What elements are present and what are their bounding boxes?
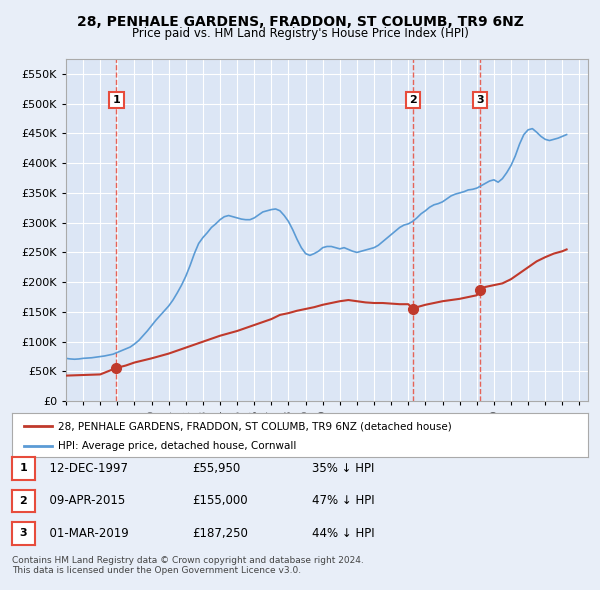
Text: 1: 1 bbox=[113, 95, 121, 105]
Text: 01-MAR-2019: 01-MAR-2019 bbox=[42, 527, 129, 540]
Text: 2: 2 bbox=[20, 496, 27, 506]
Text: HPI: Average price, detached house, Cornwall: HPI: Average price, detached house, Corn… bbox=[58, 441, 296, 451]
Text: Price paid vs. HM Land Registry's House Price Index (HPI): Price paid vs. HM Land Registry's House … bbox=[131, 27, 469, 40]
Text: 47% ↓ HPI: 47% ↓ HPI bbox=[312, 494, 374, 507]
Text: £155,000: £155,000 bbox=[192, 494, 248, 507]
Text: 12-DEC-1997: 12-DEC-1997 bbox=[42, 462, 128, 475]
Text: £187,250: £187,250 bbox=[192, 527, 248, 540]
Text: 28, PENHALE GARDENS, FRADDON, ST COLUMB, TR9 6NZ: 28, PENHALE GARDENS, FRADDON, ST COLUMB,… bbox=[77, 15, 523, 29]
Text: 2: 2 bbox=[409, 95, 417, 105]
Text: 3: 3 bbox=[476, 95, 484, 105]
Text: 3: 3 bbox=[20, 529, 27, 538]
Text: 09-APR-2015: 09-APR-2015 bbox=[42, 494, 125, 507]
Text: Contains HM Land Registry data © Crown copyright and database right 2024.
This d: Contains HM Land Registry data © Crown c… bbox=[12, 556, 364, 575]
Text: 1: 1 bbox=[20, 464, 27, 473]
Text: 35% ↓ HPI: 35% ↓ HPI bbox=[312, 462, 374, 475]
Text: £55,950: £55,950 bbox=[192, 462, 240, 475]
Text: 44% ↓ HPI: 44% ↓ HPI bbox=[312, 527, 374, 540]
Text: 28, PENHALE GARDENS, FRADDON, ST COLUMB, TR9 6NZ (detached house): 28, PENHALE GARDENS, FRADDON, ST COLUMB,… bbox=[58, 421, 452, 431]
